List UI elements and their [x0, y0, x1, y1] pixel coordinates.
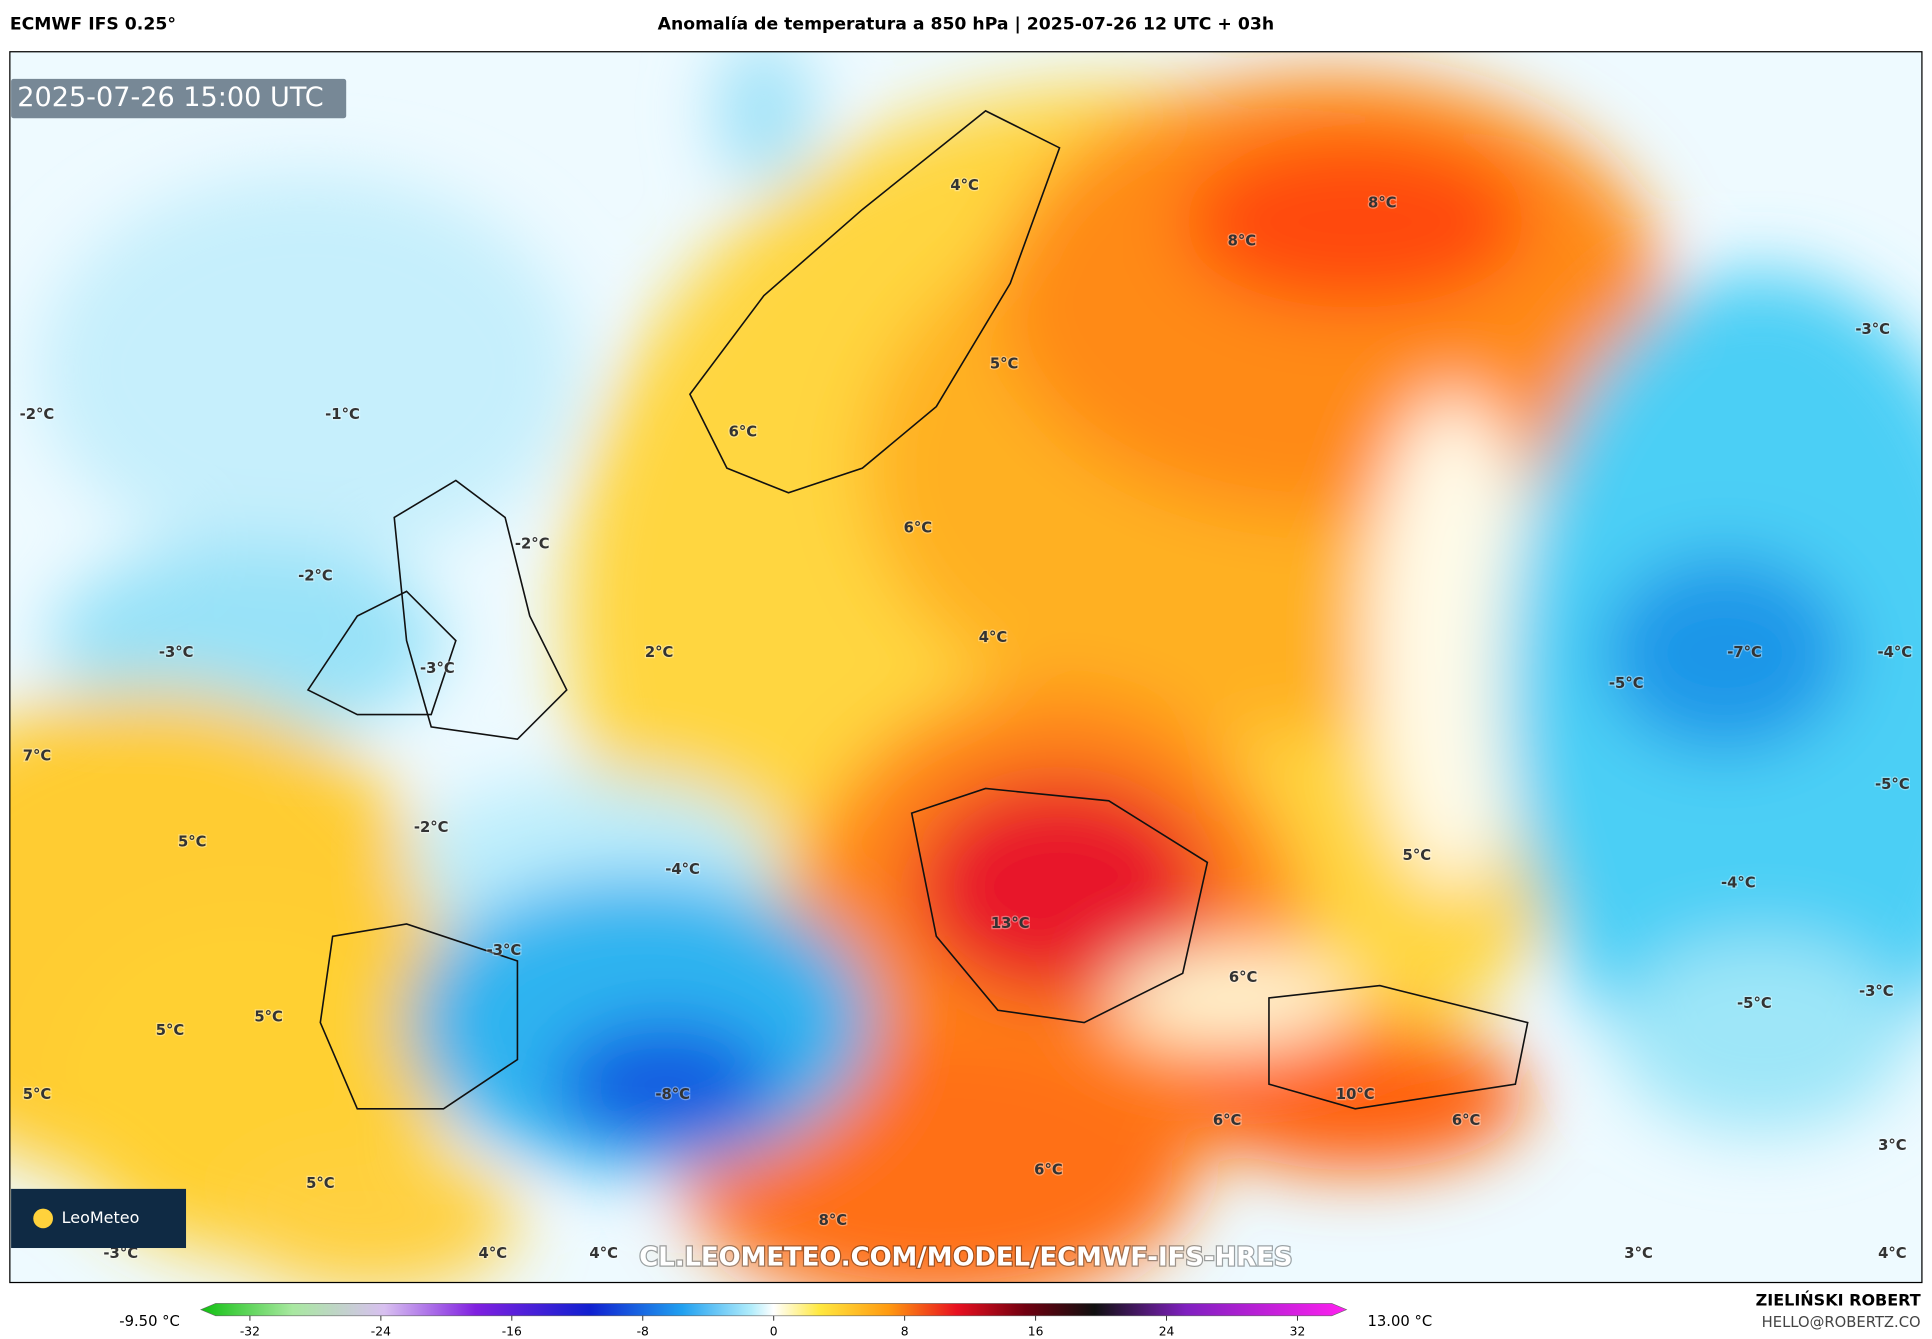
temperature-label: -8°C [655, 1086, 690, 1103]
temperature-label: -4°C [1878, 644, 1913, 661]
colorbar-tick-label: 0 [770, 1324, 778, 1338]
temperature-label: -2°C [414, 819, 449, 836]
temperature-label: -3°C [1855, 321, 1890, 338]
colorbar-tick-label: 8 [901, 1324, 909, 1338]
colorbar-tick-label: -24 [371, 1324, 391, 1338]
temperature-label: 5°C [23, 1086, 52, 1103]
temperature-label: 4°C [1878, 1245, 1906, 1262]
map: 4°C 8°C 8°C 5°C -3°C -2°C -1°C 6°C -2°C -2°C 6°C -3… [9, 51, 1922, 1283]
temperature-label: 4°C [479, 1245, 508, 1262]
temperature-label: 3°C [1624, 1245, 1652, 1262]
temperature-label: -2°C [20, 406, 55, 423]
watermark: CL.LEOMETEO.COM/MODEL/ECMWF-IFS-HRES [639, 1242, 1292, 1272]
colorbar-tick-label: 24 [1159, 1324, 1175, 1338]
temperature-label: 5°C [254, 1009, 283, 1026]
colorbar-tick-label: 32 [1290, 1324, 1306, 1338]
map-title: Anomalía de temperatura a 850 hPa | 2025… [658, 15, 1274, 35]
temperature-label: -3°C [420, 660, 455, 677]
temperature-label: 5°C [156, 1022, 185, 1039]
temperature-label: 5°C [1403, 847, 1431, 864]
temperature-label: -3°C [1859, 983, 1894, 1000]
temperature-label: 5°C [178, 834, 207, 851]
temperature-label: 6°C [1213, 1112, 1242, 1129]
map-frame [9, 51, 1923, 1284]
scaled-layer: ECMWF IFS 0.25° Anomalía de temperatura … [9, 15, 1923, 1338]
temperature-label: -3°C [103, 1245, 138, 1262]
temperature-label: -1°C [325, 406, 360, 423]
author: ZIELIŃSKI ROBERT [1756, 1290, 1921, 1309]
temperature-label: 6°C [729, 423, 758, 440]
logo-text: LeoMeteo [62, 1208, 140, 1227]
temperature-label: -2°C [298, 568, 333, 585]
temperature-label: 3°C [1878, 1137, 1906, 1154]
temperature-label: -2°C [515, 536, 550, 553]
colorbar-tick-label: 16 [1028, 1324, 1044, 1338]
temperature-label: -3°C [159, 644, 194, 661]
temperature-label: -7°C [1727, 644, 1762, 661]
temperature-label: -5°C [1737, 995, 1772, 1012]
model-name: ECMWF IFS 0.25° [10, 15, 176, 35]
colorbar-tick-label: -32 [240, 1324, 260, 1338]
temperature-label: 4°C [979, 629, 1008, 646]
temperature-label: -4°C [1721, 874, 1756, 891]
temperature-label: 6°C [1229, 969, 1258, 986]
temperature-label: 4°C [589, 1245, 618, 1262]
temperature-label: 8°C [1368, 194, 1397, 211]
logo-sun [33, 1208, 53, 1229]
colorbar-tick-label: -16 [502, 1324, 522, 1338]
colorbar-tick-label: -8 [637, 1324, 649, 1338]
temperature-label: 7°C [23, 747, 52, 764]
colorbar: -32 -24 -16 -8 0 8 16 24 32 [200, 1303, 1348, 1338]
colorbar-max: 13.00 °C [1368, 1313, 1433, 1330]
colorbar-bar [200, 1303, 1348, 1317]
temperature-label: 5°C [306, 1175, 335, 1192]
coastlines [306, 109, 1529, 1110]
temperature-label: 6°C [1452, 1112, 1481, 1129]
temperature-label: 8°C [1228, 232, 1257, 249]
temperature-label: 2°C [645, 644, 674, 661]
temperature-label: 10°C [1336, 1086, 1375, 1103]
temperature-field [9, 51, 1922, 1283]
temperature-label: -3°C [487, 942, 522, 959]
temperature-label: -5°C [1609, 675, 1644, 692]
temperature-label: 6°C [904, 520, 933, 537]
temperature-label: 4°C [950, 177, 979, 194]
email: HELLO@ROBERTZ.CO [1762, 1314, 1921, 1331]
temperature-label: -4°C [665, 861, 700, 878]
map-labels: 4°C 8°C 8°C 5°C -3°C -2°C -1°C 6°C -2°C -2°C 6°C -3… [18, 176, 1913, 1264]
temperature-label: 13°C [991, 915, 1030, 932]
temperature-label: -5°C [1875, 776, 1910, 793]
temperature-label: 8°C [819, 1212, 848, 1229]
timestamp-box [11, 78, 347, 119]
temperature-label: 6°C [1034, 1161, 1063, 1178]
temperature-label: 5°C [990, 356, 1019, 373]
timestamp: 2025-07-26 15:00 UTC [17, 82, 323, 113]
colorbar-min: -9.50 °C [119, 1313, 180, 1330]
